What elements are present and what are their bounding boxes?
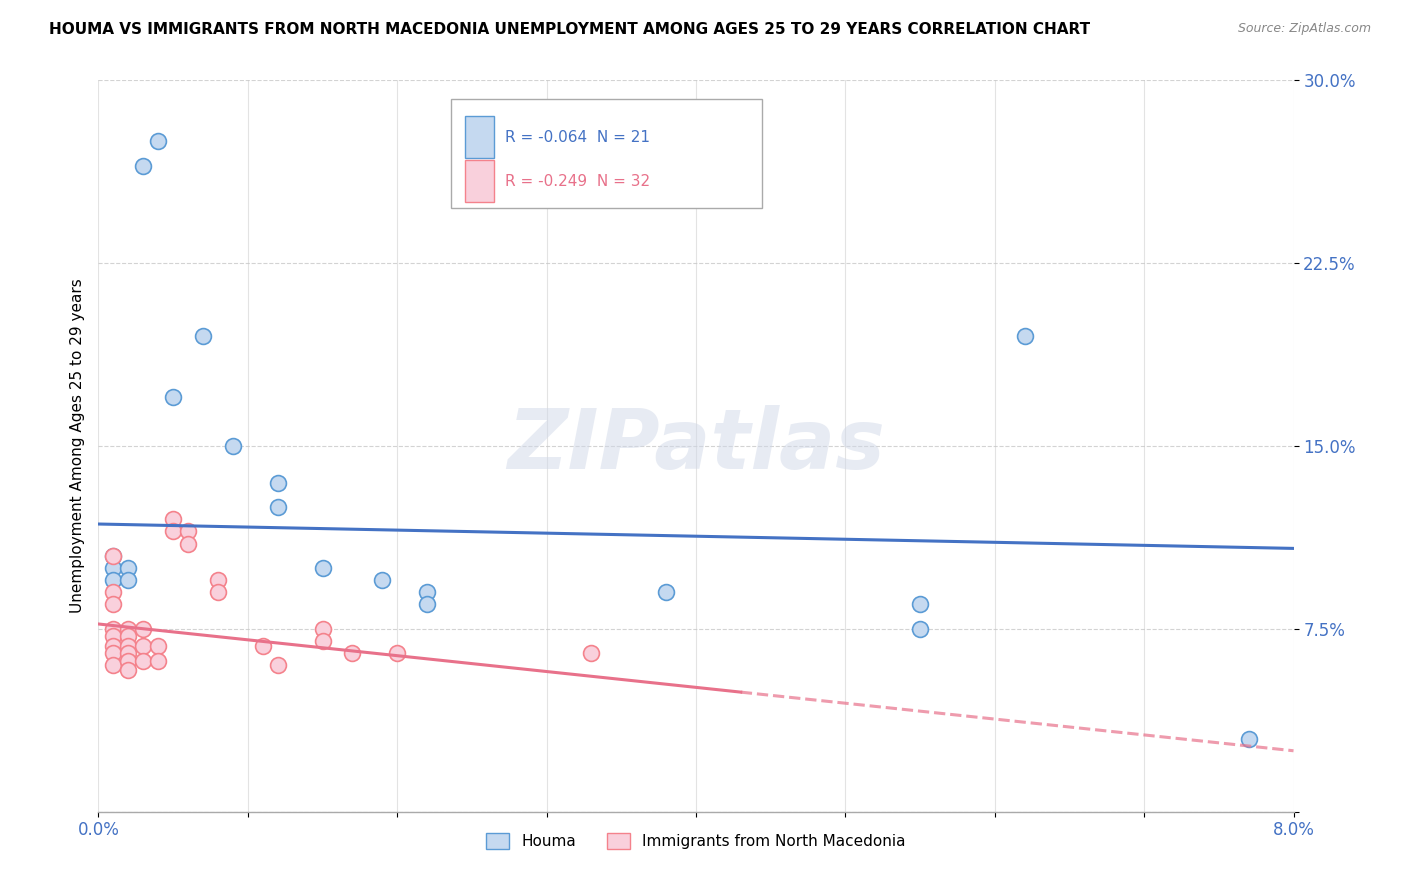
Point (132, 622, 155, 636)
Point (103, 549, 125, 563)
Point (311, 634, 333, 648)
Point (1237, 731, 1260, 746)
Point (311, 561, 333, 575)
Point (148, 654, 170, 668)
Point (103, 598, 125, 612)
Point (222, 439, 245, 453)
Point (177, 536, 200, 550)
Point (148, 134, 170, 148)
Point (207, 573, 229, 587)
Point (252, 639, 274, 653)
Point (162, 512, 184, 526)
Point (132, 639, 155, 653)
Point (311, 622, 333, 636)
Text: Source: ZipAtlas.com: Source: ZipAtlas.com (1237, 22, 1371, 36)
Point (162, 390, 184, 404)
Point (207, 585, 229, 599)
Point (103, 646, 125, 660)
Point (385, 646, 409, 660)
Point (103, 639, 125, 653)
Text: R = -0.249  N = 32: R = -0.249 N = 32 (505, 174, 650, 189)
Legend: Houma, Immigrants from North Macedonia: Houma, Immigrants from North Macedonia (481, 827, 911, 855)
Point (371, 573, 394, 587)
Point (117, 629, 139, 643)
Text: HOUMA VS IMMIGRANTS FROM NORTH MACEDONIA UNEMPLOYMENT AMONG AGES 25 TO 29 YEARS : HOUMA VS IMMIGRANTS FROM NORTH MACEDONIA… (49, 22, 1090, 37)
Point (103, 622, 125, 636)
Point (655, 585, 678, 599)
Point (267, 475, 290, 490)
Point (103, 629, 125, 643)
Point (132, 654, 155, 668)
Point (148, 639, 170, 653)
Point (117, 639, 139, 653)
Point (103, 549, 125, 563)
FancyBboxPatch shape (451, 99, 762, 209)
Point (908, 622, 931, 636)
Point (191, 329, 214, 343)
Point (267, 658, 290, 673)
Text: R = -0.064  N = 21: R = -0.064 N = 21 (505, 130, 650, 145)
Point (117, 654, 139, 668)
Point (416, 585, 439, 599)
Point (132, 159, 155, 173)
Point (117, 573, 139, 587)
Point (117, 663, 139, 677)
FancyBboxPatch shape (465, 160, 494, 202)
Point (342, 646, 364, 660)
Point (908, 598, 931, 612)
Point (117, 561, 139, 575)
Point (117, 622, 139, 636)
Y-axis label: Unemployment Among Ages 25 to 29 years: Unemployment Among Ages 25 to 29 years (69, 278, 84, 614)
Point (117, 646, 139, 660)
Point (177, 524, 200, 539)
Point (103, 561, 125, 575)
Point (103, 585, 125, 599)
Point (416, 598, 439, 612)
Point (103, 573, 125, 587)
Point (267, 500, 290, 514)
Point (162, 524, 184, 539)
Point (1014, 329, 1036, 343)
Point (103, 658, 125, 673)
FancyBboxPatch shape (465, 116, 494, 158)
Point (581, 646, 603, 660)
Text: ZIPatlas: ZIPatlas (508, 406, 884, 486)
